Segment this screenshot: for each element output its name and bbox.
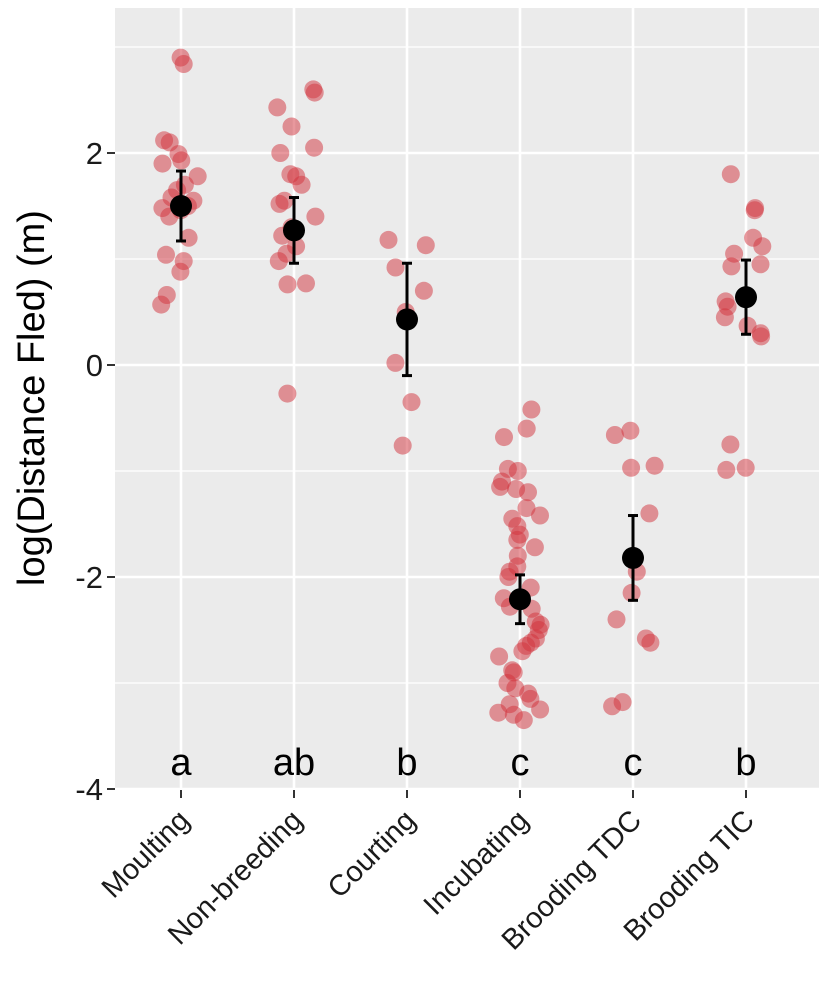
y-axis-title: log(Distance Fled) (m) [11,210,53,586]
y-tick-label: 2 [86,136,103,171]
data-point [379,230,398,249]
data-point [753,237,772,256]
data-point [721,165,740,184]
data-point [188,167,207,186]
data-point [645,456,664,475]
group-letter: c [511,742,530,784]
data-point [297,274,315,293]
plot-panel [115,8,819,790]
data-point [306,207,325,226]
data-point [269,252,288,271]
data-point [393,436,412,455]
data-point [153,154,172,173]
data-point [416,236,435,255]
data-point [386,353,405,372]
data-point [508,462,527,480]
data-point [722,257,741,276]
data-point [519,483,537,502]
group-letter: a [170,742,192,784]
data-point [721,435,740,454]
data-point [715,308,734,327]
data-point [171,262,190,281]
data-point [514,711,533,730]
data-point [621,421,640,440]
data-point [271,144,290,162]
data-point [278,384,297,403]
mean-points [170,195,757,611]
group-letter: c [624,742,643,784]
data-point [752,327,771,346]
data-point [745,201,764,220]
data-point [605,426,624,444]
data-point [292,175,311,194]
data-point [603,697,622,716]
data-point [490,647,509,666]
data-point [278,275,297,294]
mean-point [396,308,418,331]
data-point [268,98,287,117]
grid-major [115,8,819,791]
data-point [270,194,289,213]
data-point [402,393,421,412]
y-tick-label: -4 [75,772,103,807]
y-tick-label: 0 [86,348,103,383]
x-tick-label: Courting [322,804,422,904]
mean-point [283,219,305,242]
data-point [152,295,171,314]
data-point [531,506,549,525]
y-tick-label: -2 [75,560,103,595]
data-point [525,538,544,557]
data-point [517,499,536,518]
data-point [717,460,736,479]
mean-point [509,588,531,611]
data-point [172,151,191,170]
data-point [305,83,324,102]
data-point [386,258,405,277]
data-point [305,138,324,157]
x-tick-label: Incubating [418,804,535,921]
data-point [491,477,510,496]
group-letter: b [396,742,417,784]
data-point [414,281,433,300]
data-point [489,703,508,722]
data-point [640,504,659,523]
mean-point [170,195,192,217]
group-letter: b [735,742,756,784]
data-point [499,568,518,586]
grid-minor [115,46,819,684]
data-point [513,642,532,661]
data-point [174,55,193,73]
data-point [495,428,513,447]
data-point [641,633,660,652]
data-point [531,700,550,719]
mean-point [622,546,644,569]
data-point [522,400,541,419]
data-point [751,255,770,274]
data-point [622,458,641,477]
y-axis: -4 -2 0 2 [75,136,115,807]
data-point [282,117,301,136]
x-tick-label: Moulting [96,804,196,904]
data-point [607,610,626,629]
data-point [736,458,755,477]
data-point [508,530,527,549]
group-letters: a ab b c c b [170,742,756,784]
mean-point [735,286,757,309]
data-point [157,245,175,264]
group-letter: ab [273,742,315,784]
data-point [517,419,536,438]
